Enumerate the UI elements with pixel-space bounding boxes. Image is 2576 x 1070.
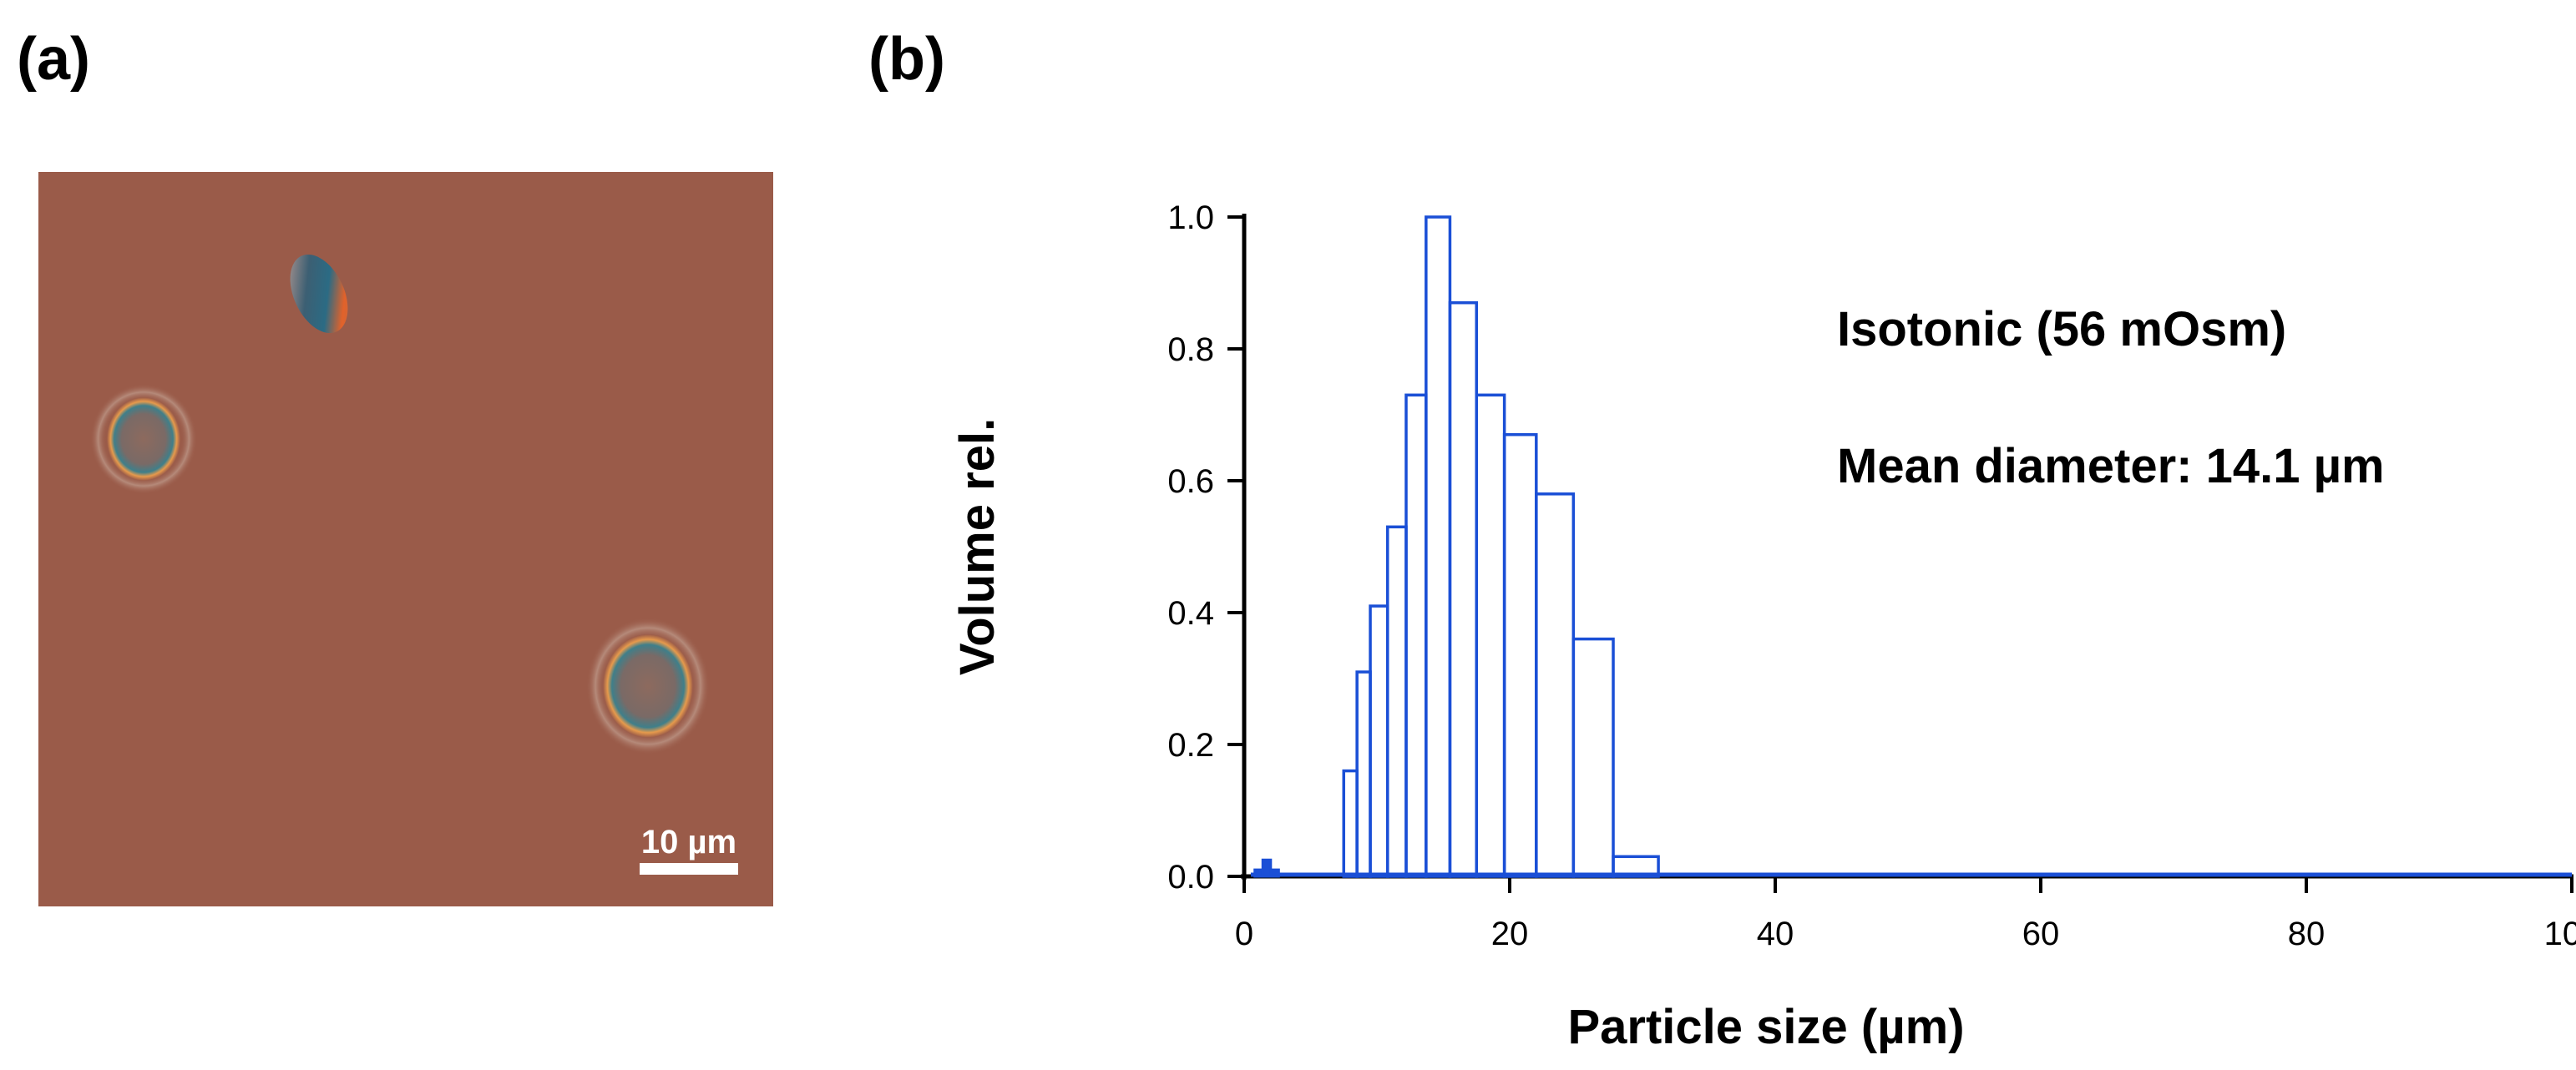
histogram-bar: [1448, 300, 1479, 878]
scale-bar: [640, 863, 738, 875]
cell-elongated: [290, 254, 348, 334]
y-axis-label: Volume rel.: [950, 418, 1005, 675]
scale-bar-label: 10 µm: [641, 824, 736, 861]
histogram-bar: [1404, 393, 1428, 878]
x-axis-label: Particle size (µm): [1567, 1000, 1964, 1054]
histogram-bar: [1369, 604, 1389, 878]
annotation-condition: Isotonic (56 mOsm): [1837, 302, 2286, 356]
histogram-bars: [1250, 215, 2572, 878]
histogram-bar: [1535, 492, 1576, 878]
x-tick-label: 40: [1757, 916, 1794, 952]
panel-label-b: (b): [868, 26, 945, 93]
y-tick-label: 0.0: [1167, 859, 1214, 896]
histogram-bar: [1612, 855, 1660, 878]
y-tick-label: 0.8: [1167, 331, 1214, 368]
histogram-bar: [1385, 525, 1408, 878]
micrograph-image: 10 µm: [38, 172, 773, 906]
x-tick-label: 100: [2544, 916, 2576, 952]
y-tick-label: 0.2: [1167, 727, 1214, 764]
y-tick-label: 1.0: [1167, 199, 1214, 236]
panel-label-a: (a): [17, 26, 90, 93]
histogram-bar: [1342, 769, 1359, 878]
histogram-bar: [1355, 670, 1372, 878]
histogram-chart: 0.0 0.2 0.4 0.6 0.8 1.0 0 20 40 60 80 100 Volume r…: [950, 199, 2576, 1054]
y-axis: 0.0 0.2 0.4 0.6 0.8 1.0: [1167, 199, 1247, 896]
annotation-mean-diameter: Mean diameter: 14.1 µm: [1837, 439, 2385, 493]
y-tick-label: 0.4: [1167, 595, 1214, 632]
x-tick-label: 0: [1235, 916, 1253, 952]
cell-round-left: [107, 397, 180, 481]
histogram-bar: [1502, 432, 1538, 878]
x-tick-label: 20: [1491, 916, 1529, 952]
x-axis: 0 20 40 60 80 100: [1235, 874, 2576, 952]
x-tick-label: 80: [2288, 916, 2325, 952]
histogram-bar: [1425, 215, 1452, 878]
noise-bar: [1269, 868, 1280, 878]
y-tick-label: 0.6: [1167, 463, 1214, 500]
micrograph-background: [38, 172, 773, 906]
histogram-bar: [1571, 637, 1615, 878]
noise-bar: [1261, 858, 1273, 878]
x-tick-label: 60: [2022, 916, 2060, 952]
cell-round-right: [603, 634, 693, 738]
histogram-bar: [1475, 393, 1506, 878]
